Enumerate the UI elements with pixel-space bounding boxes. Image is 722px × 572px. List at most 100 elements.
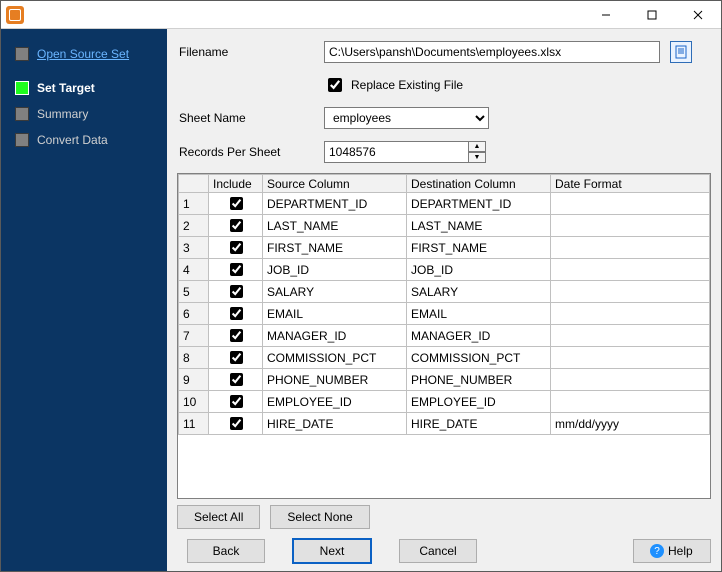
date-format-cell[interactable] xyxy=(551,237,710,259)
include-checkbox[interactable] xyxy=(230,373,243,386)
include-cell[interactable] xyxy=(209,303,263,325)
source-column-cell[interactable]: EMAIL xyxy=(263,303,407,325)
destination-column-cell[interactable]: COMMISSION_PCT xyxy=(407,347,551,369)
select-all-button[interactable]: Select All xyxy=(177,505,260,529)
date-format-cell[interactable] xyxy=(551,325,710,347)
close-button[interactable] xyxy=(675,1,721,29)
include-checkbox[interactable] xyxy=(230,241,243,254)
table-row[interactable]: 5SALARYSALARY xyxy=(179,281,710,303)
include-checkbox[interactable] xyxy=(230,197,243,210)
include-checkbox[interactable] xyxy=(230,307,243,320)
destination-column-cell[interactable]: DEPARTMENT_ID xyxy=(407,193,551,215)
include-checkbox[interactable] xyxy=(230,263,243,276)
include-cell[interactable] xyxy=(209,193,263,215)
destination-column-cell[interactable]: PHONE_NUMBER xyxy=(407,369,551,391)
back-button[interactable]: Back xyxy=(187,539,265,563)
source-column-cell[interactable]: LAST_NAME xyxy=(263,215,407,237)
select-none-button[interactable]: Select None xyxy=(270,505,369,529)
include-cell[interactable] xyxy=(209,413,263,435)
maximize-icon xyxy=(647,10,657,20)
col-header-rownum[interactable] xyxy=(179,175,209,193)
destination-column-cell[interactable]: HIRE_DATE xyxy=(407,413,551,435)
table-row[interactable]: 7 MANAGER_IDMANAGER_ID xyxy=(179,325,710,347)
destination-column-cell[interactable]: LAST_NAME xyxy=(407,215,551,237)
include-checkbox[interactable] xyxy=(230,395,243,408)
table-row[interactable]: 4JOB_IDJOB_ID xyxy=(179,259,710,281)
next-button[interactable]: Next xyxy=(293,539,371,563)
table-row[interactable]: 3FIRST_NAMEFIRST_NAME xyxy=(179,237,710,259)
include-cell[interactable] xyxy=(209,259,263,281)
table-row[interactable]: 11HIRE_DATEHIRE_DATEmm/dd/yyyy xyxy=(179,413,710,435)
destination-column-cell[interactable]: JOB_ID xyxy=(407,259,551,281)
include-checkbox[interactable] xyxy=(230,285,243,298)
records-spin-down[interactable]: ▼ xyxy=(468,152,486,163)
include-cell[interactable] xyxy=(209,215,263,237)
date-format-cell[interactable] xyxy=(551,369,710,391)
sheet-name-select[interactable]: employees xyxy=(324,107,489,129)
minimize-button[interactable] xyxy=(583,1,629,29)
destination-column-cell[interactable]: EMPLOYEE_ID xyxy=(407,391,551,413)
nav-item-label[interactable]: Open Source Set xyxy=(37,47,129,61)
replace-checkbox-input[interactable] xyxy=(328,78,342,92)
source-column-cell[interactable]: HIRE_DATE xyxy=(263,413,407,435)
col-header-date-format[interactable]: Date Format xyxy=(551,175,710,193)
date-format-cell[interactable] xyxy=(551,193,710,215)
include-checkbox[interactable] xyxy=(230,219,243,232)
include-checkbox[interactable] xyxy=(230,417,243,430)
browse-button[interactable] xyxy=(670,41,692,63)
include-cell[interactable] xyxy=(209,369,263,391)
source-column-cell[interactable]: SALARY xyxy=(263,281,407,303)
date-format-cell[interactable] xyxy=(551,347,710,369)
source-column-cell[interactable]: EMPLOYEE_ID xyxy=(263,391,407,413)
include-checkbox[interactable] xyxy=(230,329,243,342)
include-cell[interactable] xyxy=(209,281,263,303)
help-icon: ? xyxy=(650,544,664,558)
destination-column-cell[interactable]: FIRST_NAME xyxy=(407,237,551,259)
nav-step-box xyxy=(15,47,29,61)
table-row[interactable]: 10EMPLOYEE_IDEMPLOYEE_ID xyxy=(179,391,710,413)
date-format-cell[interactable] xyxy=(551,215,710,237)
date-format-cell[interactable] xyxy=(551,259,710,281)
nav-step-box xyxy=(15,107,29,121)
include-checkbox[interactable] xyxy=(230,351,243,364)
source-column-cell[interactable]: DEPARTMENT_ID xyxy=(263,193,407,215)
table-row[interactable]: 1 DEPARTMENT_IDDEPARTMENT_ID xyxy=(179,193,710,215)
col-header-include[interactable]: Include xyxy=(209,175,263,193)
include-cell[interactable] xyxy=(209,347,263,369)
table-row[interactable]: 6EMAILEMAIL xyxy=(179,303,710,325)
maximize-button[interactable] xyxy=(629,1,675,29)
table-row[interactable]: 9PHONE_NUMBERPHONE_NUMBER xyxy=(179,369,710,391)
include-cell[interactable] xyxy=(209,325,263,347)
cancel-button[interactable]: Cancel xyxy=(399,539,477,563)
destination-column-cell[interactable]: SALARY xyxy=(407,281,551,303)
row-number: 1 xyxy=(179,193,209,215)
wizard-nav: Open Source SetSet TargetSummaryConvert … xyxy=(1,29,167,571)
source-column-cell[interactable]: MANAGER_ID xyxy=(263,325,407,347)
destination-column-cell[interactable]: MANAGER_ID xyxy=(407,325,551,347)
filename-input[interactable] xyxy=(324,41,660,63)
include-cell[interactable] xyxy=(209,237,263,259)
records-spin-up[interactable]: ▲ xyxy=(468,141,486,152)
date-format-cell[interactable]: mm/dd/yyyy xyxy=(551,413,710,435)
replace-existing-checkbox[interactable]: Replace Existing File xyxy=(324,75,463,95)
records-per-sheet-input[interactable] xyxy=(324,141,468,163)
filename-label: Filename xyxy=(179,45,314,59)
source-column-cell[interactable]: PHONE_NUMBER xyxy=(263,369,407,391)
table-row[interactable]: 8COMMISSION_PCTCOMMISSION_PCT xyxy=(179,347,710,369)
date-format-cell[interactable] xyxy=(551,391,710,413)
source-column-cell[interactable]: COMMISSION_PCT xyxy=(263,347,407,369)
help-button[interactable]: ? Help xyxy=(633,539,711,563)
col-header-destination[interactable]: Destination Column xyxy=(407,175,551,193)
date-format-cell[interactable] xyxy=(551,303,710,325)
destination-column-cell[interactable]: EMAIL xyxy=(407,303,551,325)
table-row[interactable]: 2LAST_NAMELAST_NAME xyxy=(179,215,710,237)
nav-item-set-target: Set Target xyxy=(1,75,167,101)
source-column-cell[interactable]: FIRST_NAME xyxy=(263,237,407,259)
date-format-cell[interactable] xyxy=(551,281,710,303)
include-cell[interactable] xyxy=(209,391,263,413)
source-column-cell[interactable]: JOB_ID xyxy=(263,259,407,281)
row-number: 7 xyxy=(179,325,209,347)
col-header-source[interactable]: Source Column xyxy=(263,175,407,193)
nav-item-label: Summary xyxy=(37,107,88,121)
nav-item-open-source-set[interactable]: Open Source Set xyxy=(1,41,167,75)
